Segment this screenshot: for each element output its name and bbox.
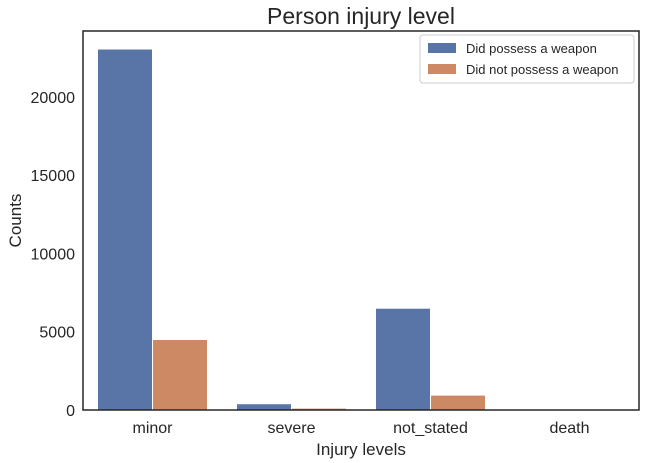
x-tick-label-not_stated: not_stated <box>393 420 468 437</box>
y-axis-ticks: 0 5000 10000 15000 20000 <box>31 90 76 420</box>
x-axis-label: Injury levels <box>316 440 406 459</box>
x-tick-label-death: death <box>549 420 589 437</box>
y-tick-label-10000: 10000 <box>31 246 76 263</box>
bar-not_stated-did-not-possess <box>430 394 486 411</box>
bar-severe-did-possess <box>236 403 292 411</box>
legend: Did possess a weapon Did not possess a w… <box>419 34 635 84</box>
bar-minor-did-possess <box>97 48 153 411</box>
legend-label-did-not-possess: Did not possess a weapon <box>466 62 618 77</box>
bar-not_stated-did-possess <box>375 307 431 411</box>
legend-label-did-possess: Did possess a weapon <box>466 41 597 56</box>
bar-minor-did-not-possess <box>152 339 208 411</box>
plot-frame <box>82 30 640 411</box>
legend-swatch-did-not-possess <box>428 64 456 74</box>
y-tick-label-20000: 20000 <box>31 90 76 107</box>
x-tick-label-minor: minor <box>132 420 173 437</box>
legend-swatch-did-possess <box>428 43 456 53</box>
legend-box <box>419 34 635 84</box>
y-tick-label-0: 0 <box>66 403 75 420</box>
bars-group <box>97 48 625 411</box>
y-axis-label: Counts <box>6 194 25 248</box>
chart-title: Person injury level <box>267 3 455 29</box>
x-tick-label-severe: severe <box>267 420 315 437</box>
y-tick-label-15000: 15000 <box>31 168 76 185</box>
x-axis-ticks: minor severe not_stated death <box>132 420 589 437</box>
y-tick-label-5000: 5000 <box>39 325 75 342</box>
